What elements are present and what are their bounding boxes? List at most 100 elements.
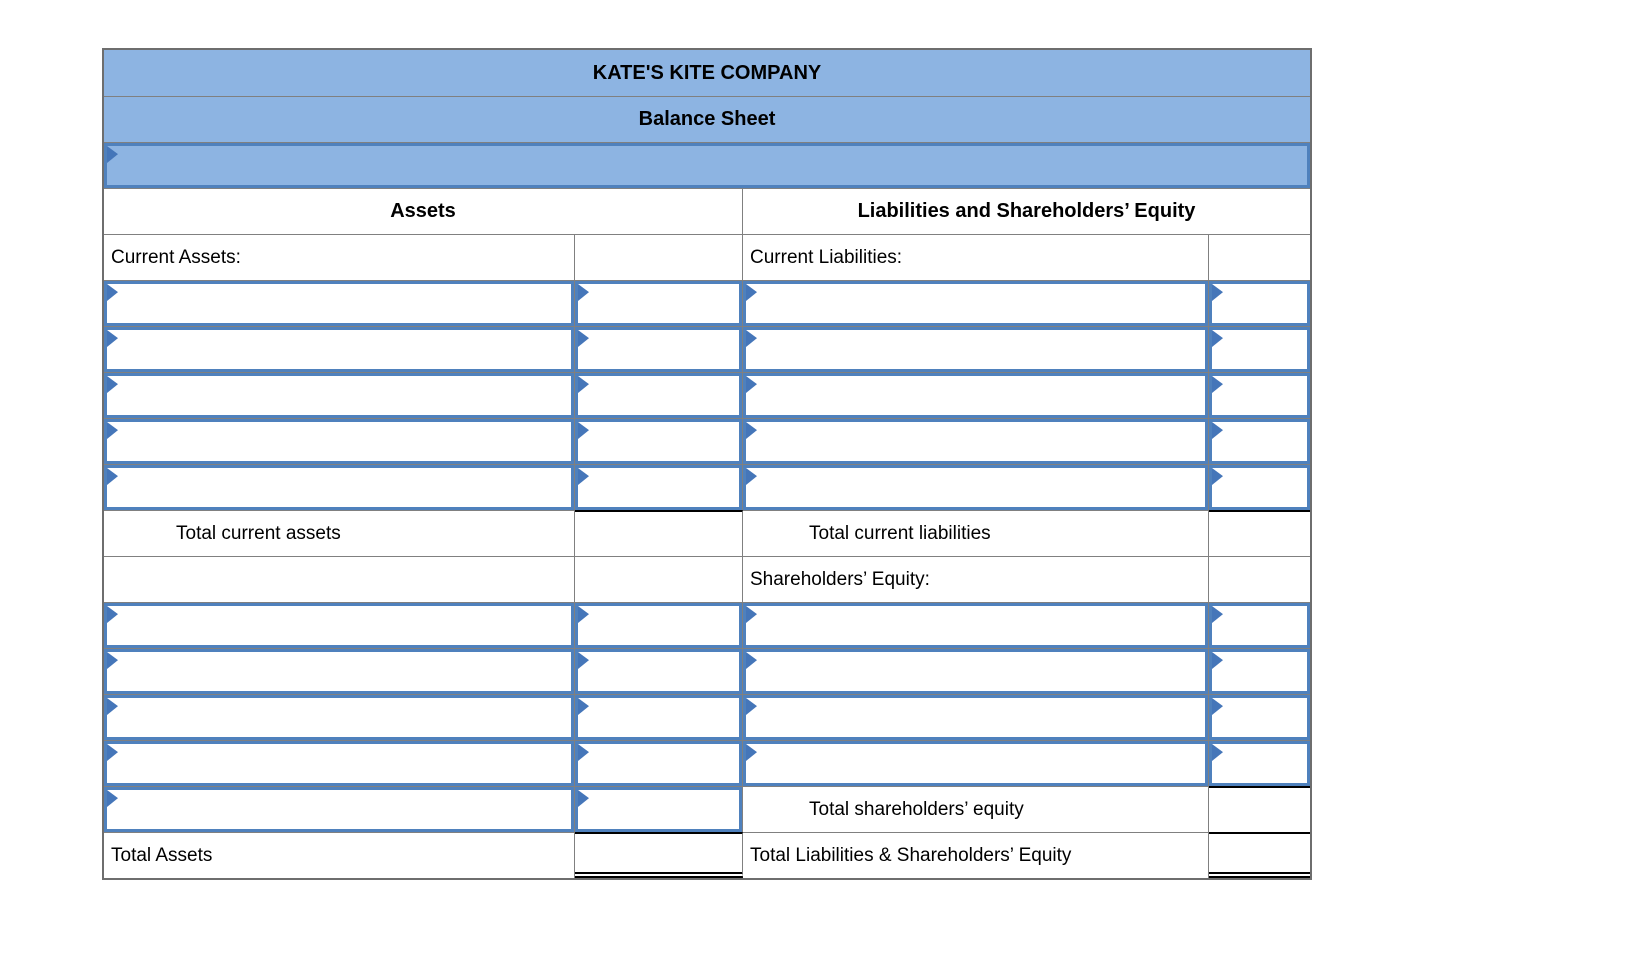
asset-row-1-value-input[interactable] (575, 280, 743, 326)
total-current-assets-value (575, 510, 743, 556)
asset-row-1-label-input[interactable] (104, 280, 575, 326)
equity-row-3-label-input[interactable] (743, 694, 1209, 740)
input-flag-icon (107, 330, 118, 347)
input-flag-icon (746, 376, 757, 393)
input-flag-icon (578, 422, 589, 439)
input-flag-icon (107, 698, 118, 715)
total-current-liabilities-label: Total current liabilities (743, 510, 1209, 556)
total-shareholders-equity-value (1209, 786, 1310, 832)
input-flag-icon (1212, 422, 1223, 439)
company-title: KATE'S KITE COMPANY (104, 50, 1310, 96)
liability-row-4-value-input[interactable] (1209, 418, 1310, 464)
asset-row-7-label-input[interactable] (104, 648, 575, 694)
liability-row-1-value-input[interactable] (1209, 280, 1310, 326)
blank-cell (1209, 234, 1310, 280)
input-flag-icon (1212, 744, 1223, 761)
table-row (104, 418, 1310, 464)
asset-row-4-label-input[interactable] (104, 418, 575, 464)
table-row (104, 372, 1310, 418)
input-flag-icon (107, 606, 118, 623)
asset-row-9-label-input[interactable] (104, 740, 575, 786)
table-row: Balance Sheet (104, 96, 1310, 142)
shareholders-equity-label: Shareholders’ Equity: (743, 556, 1209, 602)
input-flag-icon (107, 790, 118, 807)
input-flag-icon (578, 284, 589, 301)
input-flag-icon (578, 744, 589, 761)
table-row (104, 280, 1310, 326)
current-assets-label: Current Assets: (104, 234, 575, 280)
asset-row-6-label-input[interactable] (104, 602, 575, 648)
asset-row-5-value-input[interactable] (575, 464, 743, 510)
table-row: Assets Liabilities and Shareholders’ Equ… (104, 188, 1310, 234)
table-row: Total Assets Total Liabilities & Shareho… (104, 832, 1310, 878)
input-flag-icon (1212, 698, 1223, 715)
liability-row-2-value-input[interactable] (1209, 326, 1310, 372)
asset-row-5-label-input[interactable] (104, 464, 575, 510)
input-flag-icon (746, 422, 757, 439)
date-input[interactable] (104, 142, 1310, 188)
input-flag-icon (578, 376, 589, 393)
asset-row-10-label-input[interactable] (104, 786, 575, 832)
input-flag-icon (1212, 376, 1223, 393)
table-row (104, 602, 1310, 648)
input-flag-icon (107, 146, 118, 163)
blank-cell (1209, 556, 1310, 602)
table-row: Total current assets Total current liabi… (104, 510, 1310, 556)
total-assets-label: Total Assets (104, 832, 575, 878)
input-flag-icon (578, 790, 589, 807)
asset-row-8-label-input[interactable] (104, 694, 575, 740)
liability-row-2-label-input[interactable] (743, 326, 1209, 372)
liability-row-3-value-input[interactable] (1209, 372, 1310, 418)
assets-header: Assets (104, 188, 743, 234)
asset-row-4-value-input[interactable] (575, 418, 743, 464)
blank-cell (575, 234, 743, 280)
liability-row-4-label-input[interactable] (743, 418, 1209, 464)
input-flag-icon (578, 330, 589, 347)
input-flag-icon (1212, 652, 1223, 669)
table-row (104, 464, 1310, 510)
input-flag-icon (1212, 468, 1223, 485)
blank-cell (104, 556, 575, 602)
asset-row-7-value-input[interactable] (575, 648, 743, 694)
input-flag-icon (746, 468, 757, 485)
input-flag-icon (107, 744, 118, 761)
table-row: Shareholders’ Equity: (104, 556, 1310, 602)
input-flag-icon (107, 468, 118, 485)
liability-row-5-label-input[interactable] (743, 464, 1209, 510)
asset-row-8-value-input[interactable] (575, 694, 743, 740)
total-shareholders-equity-label: Total shareholders’ equity (743, 786, 1209, 832)
statement-title: Balance Sheet (104, 96, 1310, 142)
asset-row-3-value-input[interactable] (575, 372, 743, 418)
asset-row-9-value-input[interactable] (575, 740, 743, 786)
equity-row-3-value-input[interactable] (1209, 694, 1310, 740)
total-liabilities-equity-value (1209, 832, 1310, 878)
liability-row-1-label-input[interactable] (743, 280, 1209, 326)
asset-row-2-value-input[interactable] (575, 326, 743, 372)
asset-row-6-value-input[interactable] (575, 602, 743, 648)
equity-row-4-label-input[interactable] (743, 740, 1209, 786)
liability-row-5-value-input[interactable] (1209, 464, 1310, 510)
input-flag-icon (746, 652, 757, 669)
liabilities-equity-header: Liabilities and Shareholders’ Equity (743, 188, 1310, 234)
table-row: Total shareholders’ equity (104, 786, 1310, 832)
total-current-assets-label: Total current assets (104, 510, 575, 556)
input-flag-icon (107, 376, 118, 393)
table-row (104, 326, 1310, 372)
table-row (104, 648, 1310, 694)
liability-row-3-label-input[interactable] (743, 372, 1209, 418)
balance-sheet-table: KATE'S KITE COMPANY Balance Sheet Assets… (102, 48, 1312, 880)
table-row: Current Assets: Current Liabilities: (104, 234, 1310, 280)
asset-row-10-value-input[interactable] (575, 786, 743, 832)
equity-row-1-label-input[interactable] (743, 602, 1209, 648)
table-row (104, 142, 1310, 188)
asset-row-2-label-input[interactable] (104, 326, 575, 372)
equity-row-1-value-input[interactable] (1209, 602, 1310, 648)
equity-row-2-value-input[interactable] (1209, 648, 1310, 694)
input-flag-icon (746, 698, 757, 715)
total-assets-value (575, 832, 743, 878)
asset-row-3-label-input[interactable] (104, 372, 575, 418)
current-liabilities-label: Current Liabilities: (743, 234, 1209, 280)
equity-row-4-value-input[interactable] (1209, 740, 1310, 786)
table-row (104, 694, 1310, 740)
equity-row-2-label-input[interactable] (743, 648, 1209, 694)
